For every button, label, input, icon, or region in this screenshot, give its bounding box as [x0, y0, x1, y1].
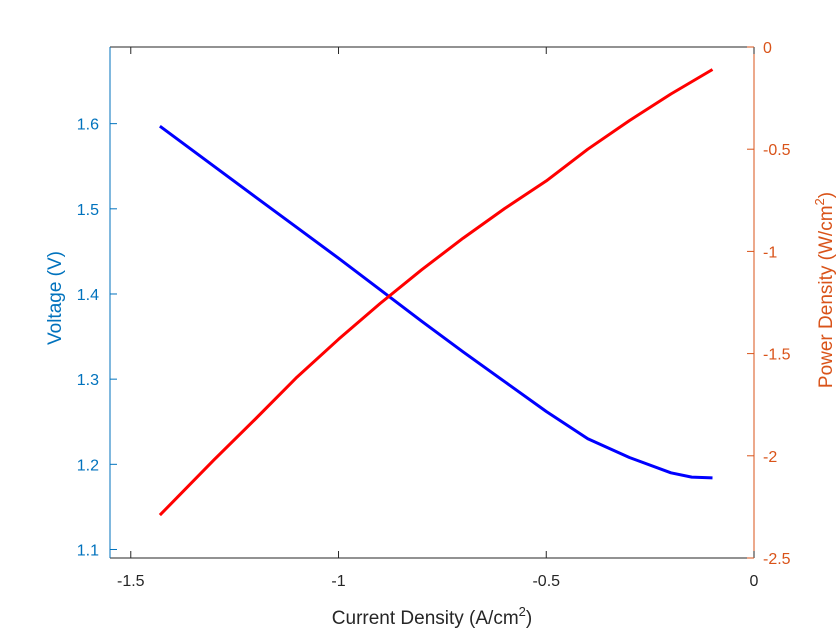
- plot-area: [109, 46, 755, 559]
- right-y-tick-label: -2: [763, 449, 777, 466]
- right-y-axis-ticks: 0 -0.5 -1 -1.5 -2 -2.5: [747, 40, 791, 568]
- series-layer: [158, 68, 714, 517]
- x-tick-label: -1: [331, 573, 345, 590]
- x-tick-label: 0: [750, 573, 759, 590]
- plot-background: [110, 47, 754, 558]
- right-y-tick-label: -1: [763, 244, 777, 261]
- voltage-series-line: [159, 124, 713, 480]
- left-y-tick-label: 1.4: [77, 287, 99, 304]
- x-axis-label: Current Density (A/cm2): [332, 604, 532, 629]
- left-y-axis-ticks: 1.1 1.2 1.3 1.4 1.5 1.6: [77, 117, 117, 559]
- right-y-axis-label: Power Density (W/cm2): [812, 192, 837, 388]
- x-axis-ticks: -1.5 -1 -0.5 0: [117, 47, 759, 590]
- left-y-tick-label: 1.3: [77, 372, 99, 389]
- right-y-tick-label: -0.5: [763, 142, 791, 159]
- right-y-tick-label: -1.5: [763, 347, 791, 364]
- x-tick-label: -1.5: [117, 573, 145, 590]
- left-y-tick-label: 1.2: [77, 457, 99, 474]
- right-y-tick-label: 0: [763, 40, 772, 57]
- left-y-tick-label: 1.6: [77, 117, 99, 134]
- power-density-series-line: [158, 68, 714, 517]
- left-y-axis-label: Voltage (V): [45, 251, 66, 345]
- right-y-tick-label: -2.5: [763, 551, 791, 568]
- x-tick-label: -0.5: [532, 573, 560, 590]
- left-y-tick-label: 1.5: [77, 202, 99, 219]
- left-y-tick-label: 1.1: [77, 542, 99, 559]
